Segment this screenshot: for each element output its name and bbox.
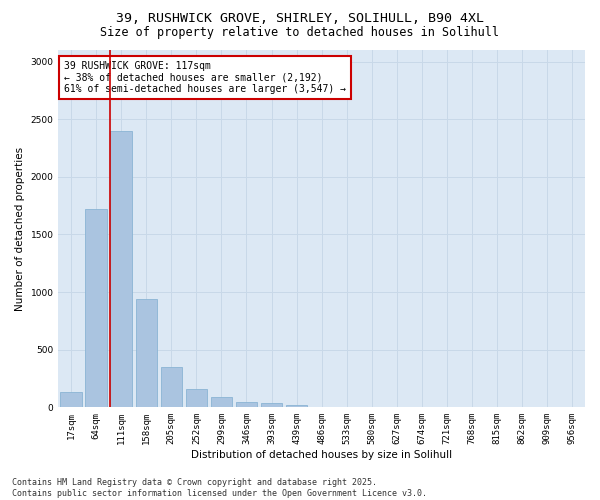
Bar — [85, 209, 107, 408]
Text: Size of property relative to detached houses in Solihull: Size of property relative to detached ho… — [101, 26, 499, 39]
Bar — [286, 405, 307, 407]
Bar — [236, 402, 257, 407]
Text: Contains HM Land Registry data © Crown copyright and database right 2025.
Contai: Contains HM Land Registry data © Crown c… — [12, 478, 427, 498]
Bar — [161, 367, 182, 408]
Text: 39 RUSHWICK GROVE: 117sqm
← 38% of detached houses are smaller (2,192)
61% of se: 39 RUSHWICK GROVE: 117sqm ← 38% of detac… — [64, 60, 346, 94]
Bar — [185, 389, 207, 407]
Y-axis label: Number of detached properties: Number of detached properties — [15, 146, 25, 310]
Bar — [211, 397, 232, 407]
Bar — [261, 402, 282, 407]
Bar — [110, 130, 132, 407]
Bar — [60, 392, 82, 407]
X-axis label: Distribution of detached houses by size in Solihull: Distribution of detached houses by size … — [191, 450, 452, 460]
Bar — [136, 299, 157, 408]
Text: 39, RUSHWICK GROVE, SHIRLEY, SOLIHULL, B90 4XL: 39, RUSHWICK GROVE, SHIRLEY, SOLIHULL, B… — [116, 12, 484, 26]
